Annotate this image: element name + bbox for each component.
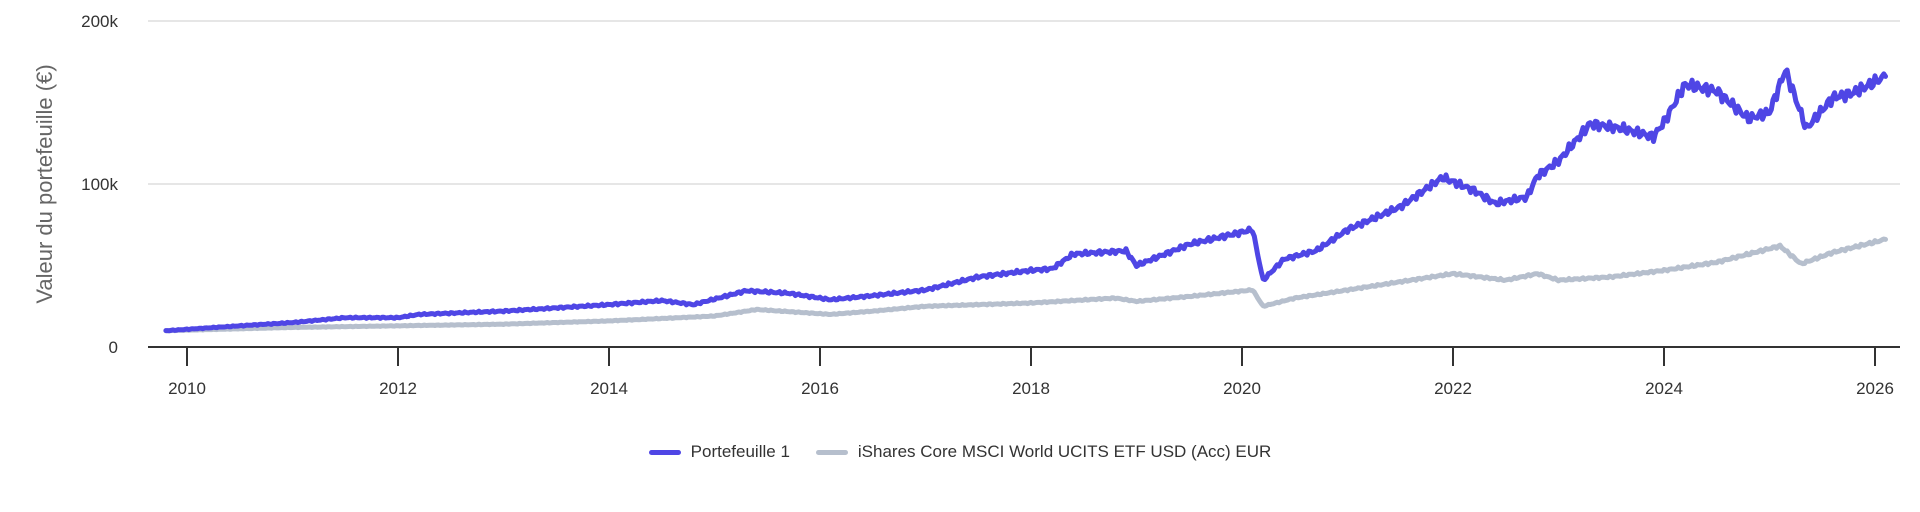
legend-label: Portefeuille 1 xyxy=(690,442,790,461)
legend-swatch xyxy=(815,449,848,455)
x-tick-label: 2024 xyxy=(1645,379,1683,398)
series-line-portfolio xyxy=(163,67,1888,334)
y-tick-label: 100k xyxy=(81,175,118,194)
legend-swatch xyxy=(648,449,681,455)
x-tick-label: 2010 xyxy=(168,379,206,398)
x-axis: 2010 2012 2014 2016 2018 2020 2022 2024 2026 xyxy=(148,346,1900,398)
legend-label: iShares Core MSCI World UCITS ETF USD (A… xyxy=(857,442,1272,461)
x-tick-label: 2020 xyxy=(1223,379,1261,398)
legend-item-portfolio[interactable]: Portefeuille 1 xyxy=(648,442,790,462)
x-tick-label: 2014 xyxy=(590,379,628,398)
y-axis-title: Valeur du portefeuille (€) xyxy=(32,64,57,303)
x-tick-label: 2022 xyxy=(1434,379,1472,398)
x-tick-label: 2018 xyxy=(1012,379,1050,398)
y-tick-label: 200k xyxy=(81,12,118,31)
series-line-benchmark xyxy=(163,236,1888,334)
series-lines xyxy=(163,67,1888,334)
gridlines xyxy=(148,20,1900,185)
x-tick-label: 2012 xyxy=(379,379,417,398)
y-tick-label: 0 xyxy=(109,338,118,357)
x-tick-label: 2026 xyxy=(1856,379,1894,398)
y-axis: 0 100k 200k xyxy=(81,12,118,357)
legend-item-benchmark[interactable]: iShares Core MSCI World UCITS ETF USD (A… xyxy=(815,442,1272,462)
x-tick-label: 2016 xyxy=(801,379,839,398)
legend: Portefeuille 1 iShares Core MSCI World U… xyxy=(0,442,1920,462)
